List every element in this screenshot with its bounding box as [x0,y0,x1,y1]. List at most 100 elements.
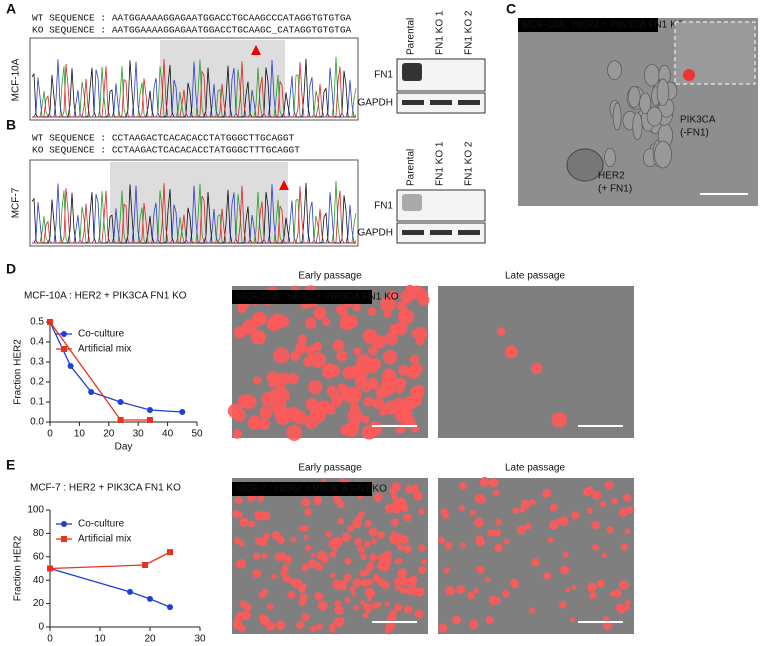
band-label: FN1 [374,201,393,212]
overlay-box [518,18,658,32]
cell [352,518,362,528]
cell [413,326,428,341]
point [146,417,153,423]
cell-label: (-FN1) [680,128,709,139]
cell [371,538,378,545]
cell [307,558,317,569]
y-tick-label: 0.2 [30,377,44,388]
cell [329,626,336,633]
lane-label: FN1 KO 2 [464,10,475,55]
cell [337,581,348,591]
cell [330,572,336,579]
cell [334,605,344,615]
cell [360,599,366,605]
cell [356,354,372,370]
point [117,417,124,423]
cell [315,623,323,631]
cell [390,518,400,527]
cell [312,341,323,352]
cell [408,575,418,585]
cell [442,513,450,520]
lane-label: FN1 KO 1 [435,141,446,186]
cell-line-label: MCF-10A [11,58,22,101]
cell [592,544,598,550]
cell [397,543,404,551]
cell [393,576,403,586]
cell [304,508,313,516]
lane-label: Parental [406,18,417,55]
cell [261,552,268,559]
x-tick-label: 0 [47,429,53,440]
cell [252,312,264,325]
cell [604,147,616,168]
arrow [251,45,261,55]
y-tick-label: 0.0 [30,417,44,428]
cell [273,347,290,364]
cell [352,578,362,588]
cell [612,102,622,131]
cell [542,488,552,498]
cell [494,543,503,553]
cell [383,309,392,319]
cell [367,307,377,317]
legend-label: Artificial mix [78,534,131,545]
y-tick-label: 20 [33,598,45,609]
cell [313,495,323,506]
band [402,100,424,105]
cell [384,503,395,514]
cell [639,92,652,115]
cell [345,573,351,579]
cell-label: HER2 [598,171,625,182]
cell [372,573,380,581]
cell [308,380,323,395]
y-tick-label: 0.5 [30,317,44,328]
cell [565,587,571,593]
overlay-label: MCF-10A : HER2 + PIK3CA FN1 KO [522,20,685,31]
cell [384,331,398,346]
cell [570,511,580,520]
cell [332,547,338,553]
y-tick-label: 0.4 [30,337,44,348]
cell [366,578,374,586]
cell [418,566,427,575]
cell [566,148,604,182]
x-tick-label: 20 [103,429,115,440]
cell [305,397,319,412]
x-tick-label: 40 [162,429,174,440]
cell [646,106,663,127]
cell [309,625,317,632]
cell [344,597,351,604]
cell [476,538,485,547]
legend-label: Artificial mix [78,344,131,355]
cell [473,587,480,594]
cell [460,542,466,548]
overlay-label: MCF-10A : HER2 + PIK3CA FN1 KO [236,292,399,303]
cell [656,78,670,107]
cell [373,492,383,503]
cell [235,511,243,519]
cell [585,486,594,495]
image-title: Late passage [505,271,565,282]
image-title: Late passage [505,463,565,474]
cell [344,557,352,565]
band [402,194,422,211]
cell [624,528,631,535]
cell [623,604,630,611]
cell [610,591,616,597]
point [147,595,153,602]
cell [367,377,379,390]
legend-label: Co-culture [78,329,125,340]
cell [562,551,569,558]
x-tick-label: 10 [94,634,106,645]
cell [618,507,628,517]
y-tick-label: 80 [33,528,45,539]
cell [261,588,269,596]
arrow [279,180,289,190]
cell [489,478,499,488]
cell [298,585,306,593]
band [402,230,424,235]
cell [347,408,363,425]
cell [368,527,378,537]
cell [329,551,337,559]
cell [445,586,456,597]
